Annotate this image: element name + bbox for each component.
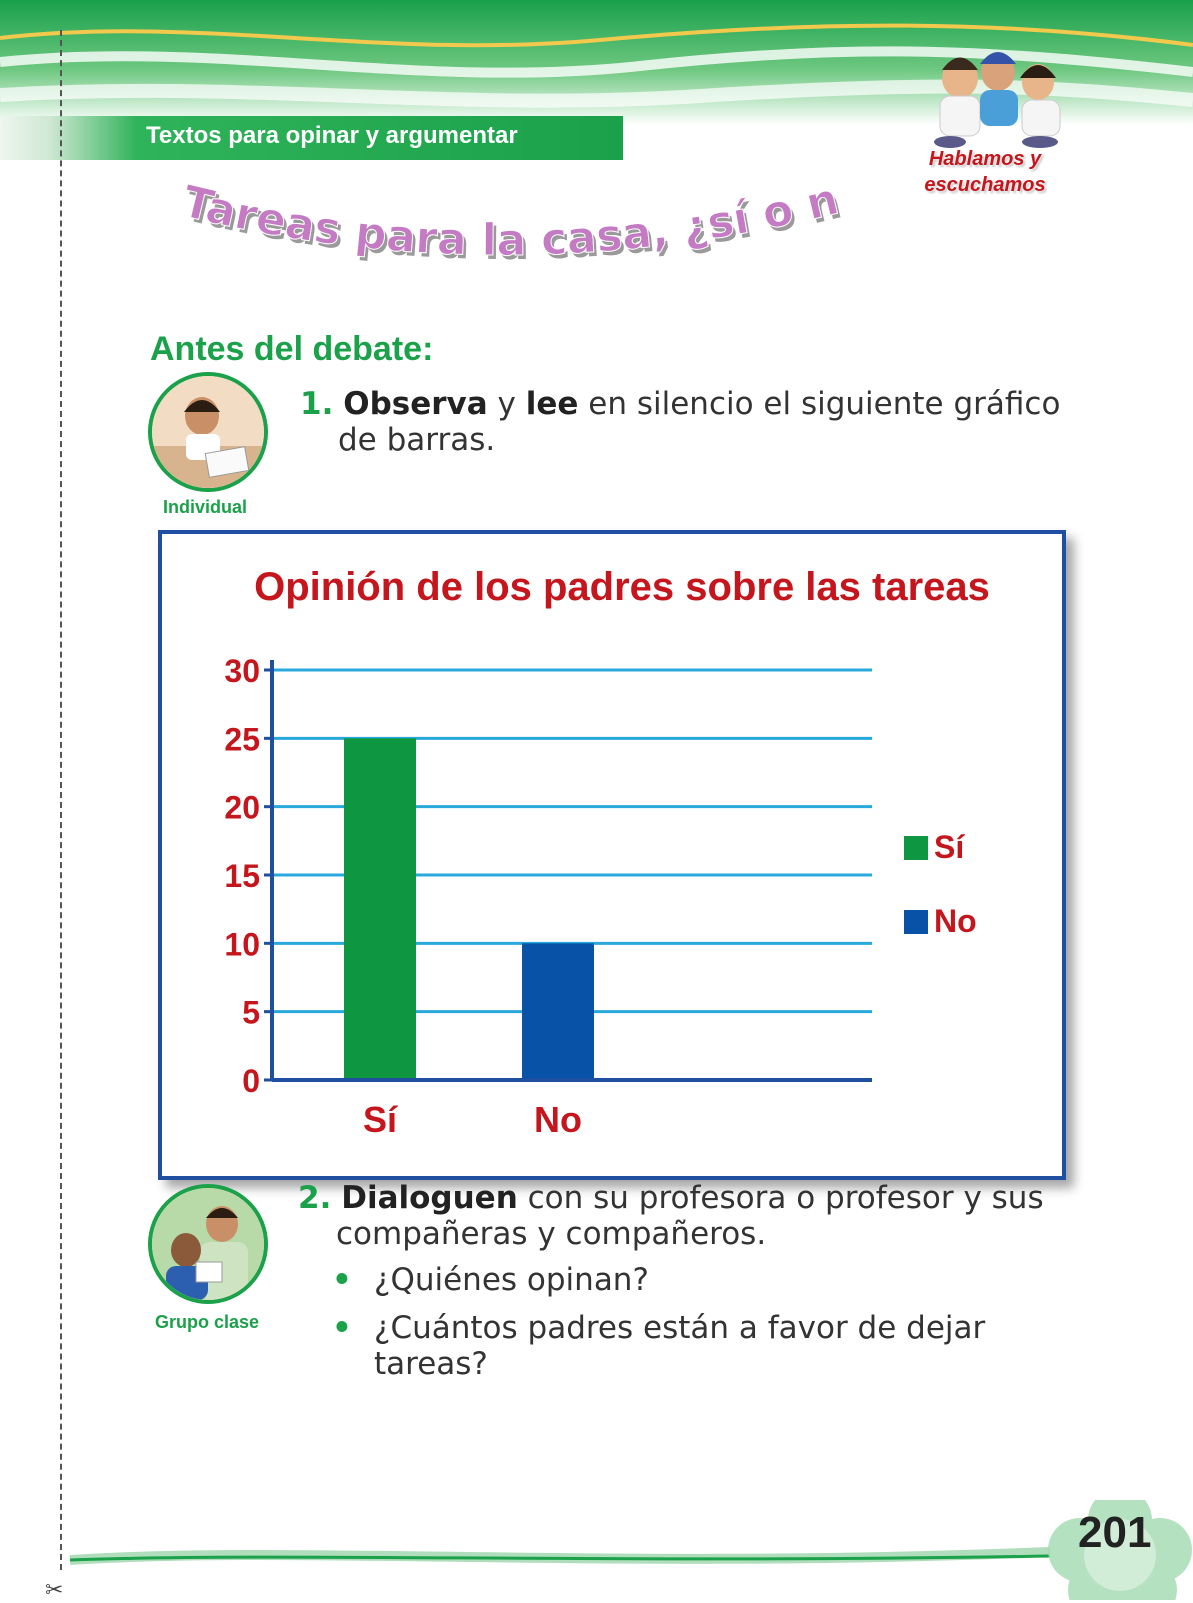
badge-line-1: Hablamos y <box>928 148 1042 170</box>
group-work-avatar <box>148 1184 268 1304</box>
badge-label: Hablamos y escuchamos <box>905 146 1065 198</box>
footer-wave <box>69 1500 1192 1600</box>
step-1-verb-observe: Observa <box>343 386 488 422</box>
group-label: Grupo clase <box>154 1312 260 1332</box>
legend-swatch <box>904 910 928 934</box>
step-1-conj: y <box>497 386 516 422</box>
scissors-icon: ✂ <box>45 1578 64 1603</box>
chart-title: Opinión de los padres sobre las tareas <box>254 565 990 609</box>
teacher-student-icon <box>152 1188 264 1300</box>
bar-si <box>344 738 416 1080</box>
bar-chart: Opinión de los padres sobre las tareas 0… <box>224 565 990 1140</box>
lesson-title: Tareas para la casa, ¿sí o no? Tareas pa… <box>170 175 846 270</box>
chart-y-ticks: 0 5 10 15 20 25 30 <box>224 653 272 1099</box>
bar-no <box>522 943 594 1080</box>
step-2-number: 2. <box>298 1180 332 1216</box>
y-tick-label: 0 <box>242 1063 260 1099</box>
x-category-label: Sí <box>363 1099 398 1140</box>
y-tick-label: 15 <box>224 858 260 894</box>
bullet-dot: • <box>332 1262 352 1298</box>
page-number: 201 <box>1078 1508 1152 1557</box>
individual-work-avatar <box>148 372 268 492</box>
bullet-dot: • <box>332 1310 352 1346</box>
y-tick-label: 10 <box>224 926 260 962</box>
y-tick-label: 5 <box>242 995 260 1031</box>
girl-writing-icon <box>152 376 264 488</box>
instruction-2: 2. Dialoguen con su profesora o profesor… <box>298 1180 1078 1252</box>
y-tick-label: 25 <box>224 721 260 757</box>
legend-swatch <box>904 836 928 860</box>
question-bullet-2: • ¿Cuántos padres están a favor de dejar … <box>332 1310 1052 1382</box>
kids-talking-illustration <box>934 52 1061 148</box>
lesson-title-text: Tareas para la casa, ¿sí o no? <box>170 175 844 267</box>
x-category-label: No <box>534 1099 582 1140</box>
instruction-1: 1. Observa y lee en silencio el siguient… <box>300 386 1080 458</box>
chart-legend: Sí No <box>904 829 977 939</box>
section-label: Textos para opinar y argumentar <box>146 122 518 149</box>
cut-line <box>60 30 62 1570</box>
question-2-text-line-1: ¿Cuántos padres están a favor de dejar <box>374 1310 986 1346</box>
badge-line-2: escuchamos <box>924 174 1046 196</box>
question-1-text: ¿Quiénes opinan? <box>374 1262 649 1298</box>
step-2-verb: Dialoguen <box>341 1180 518 1216</box>
y-tick-label: 20 <box>224 790 260 826</box>
legend-label: No <box>934 903 977 939</box>
legend-label: Sí <box>934 829 965 865</box>
question-bullet-1: • ¿Quiénes opinan? <box>332 1262 1052 1298</box>
before-debate-heading: Antes del debate: <box>150 330 434 368</box>
question-2-text-line-2: tareas? <box>374 1346 488 1382</box>
step-1-verb-read: lee <box>525 386 579 422</box>
step-2-text-line-2: compañeras y compañeros. <box>336 1216 767 1252</box>
svg-text:Tareas para la casa, ¿sí o no?: Tareas para la casa, ¿sí o no? <box>170 175 843 266</box>
y-tick-label: 30 <box>224 653 260 689</box>
flower-shape <box>1048 1500 1192 1600</box>
section-bar <box>0 116 623 160</box>
chart-axes <box>270 660 872 1082</box>
chart-bars <box>344 738 594 1080</box>
step-1-number: 1. <box>300 386 334 422</box>
step-1-text-line-2: de barras. <box>338 422 496 458</box>
step-1-text-line-1: en silencio el siguiente gráfico <box>588 386 1061 422</box>
individual-label: Individual <box>162 497 247 517</box>
chart-frame: Opinión de los padres sobre las tareas 0… <box>158 530 1066 1180</box>
step-2-text-line-1: con su profesora o profesor y sus <box>527 1180 1044 1216</box>
chart-x-labels: Sí No <box>363 1099 582 1140</box>
